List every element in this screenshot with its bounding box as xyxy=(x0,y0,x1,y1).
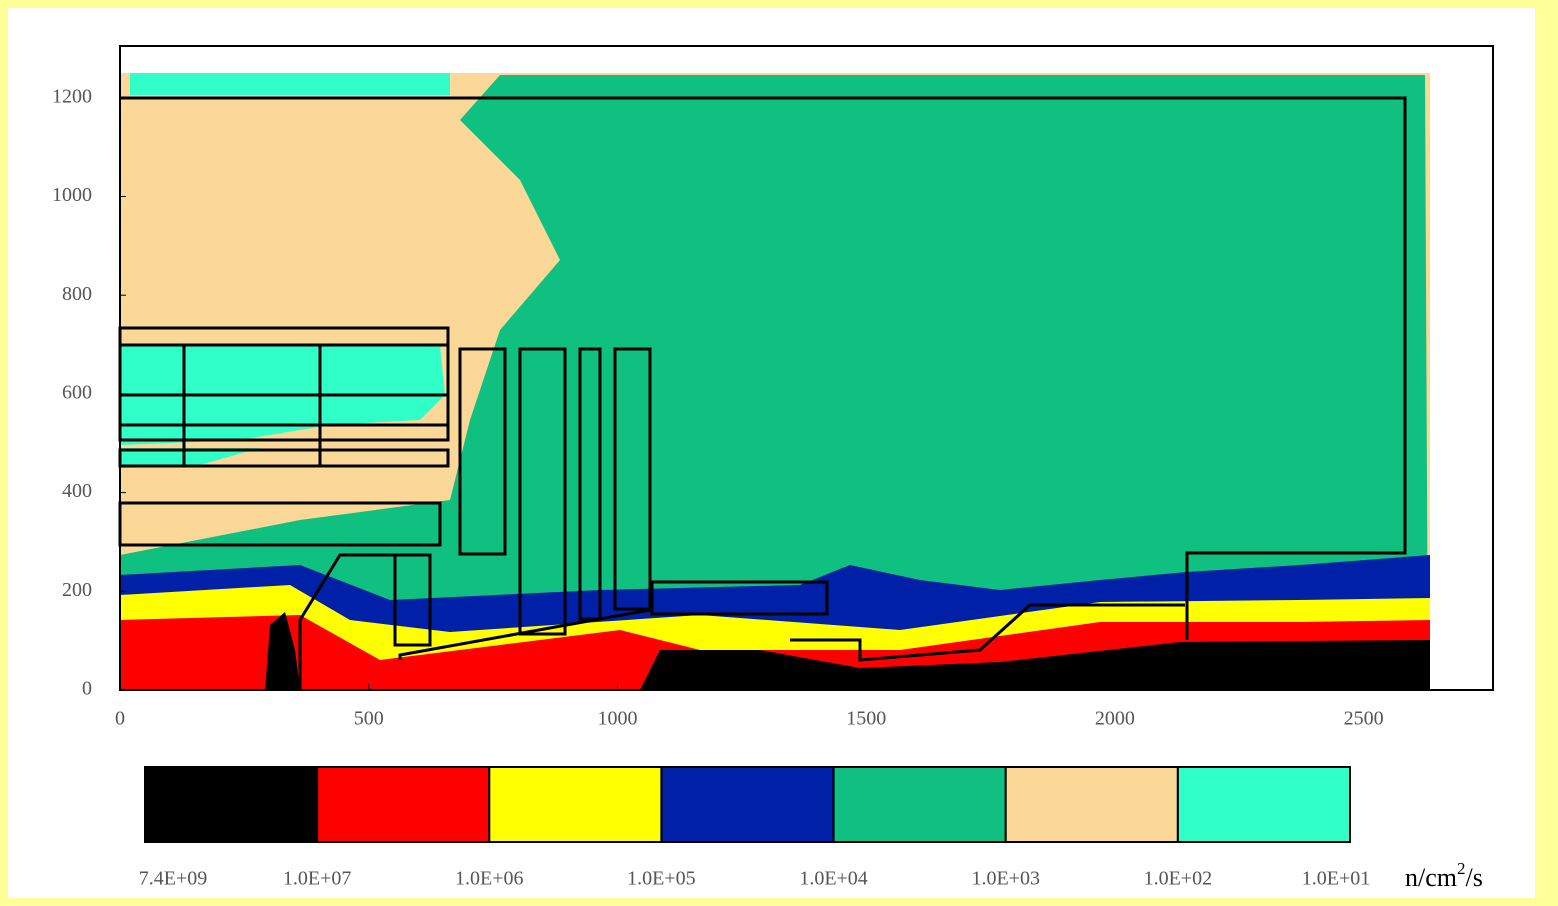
y-tick-label: 1000 xyxy=(52,184,92,206)
unit-sup: 2 xyxy=(1457,859,1466,878)
colorbar-segment xyxy=(488,766,663,843)
colorbar-label: 1.0E+03 xyxy=(971,868,1040,890)
outline xyxy=(578,347,602,621)
colorbar-segment xyxy=(832,766,1007,843)
outline xyxy=(398,608,651,660)
x-tick-label: 1500 xyxy=(846,708,886,730)
region xyxy=(120,75,1428,690)
colorbar-label: 1.0E+04 xyxy=(799,868,868,890)
x-tick-label: 2000 xyxy=(1095,708,1135,730)
region xyxy=(130,73,450,95)
outline xyxy=(518,347,567,636)
colorbar-segment xyxy=(1004,766,1179,843)
unit-tail: /s xyxy=(1466,863,1483,892)
unit-label: n/cm2/s xyxy=(1405,859,1483,892)
outline xyxy=(120,96,1407,640)
x-tick-label: 1000 xyxy=(597,708,637,730)
y-tick-label: 400 xyxy=(62,480,92,502)
plot-frame xyxy=(119,45,1494,691)
y-tick-label: 1200 xyxy=(52,85,92,107)
outline xyxy=(613,347,652,611)
region xyxy=(120,448,260,468)
colorbar-label: 1.0E+01 xyxy=(1302,868,1371,890)
region xyxy=(265,612,300,690)
outline xyxy=(650,580,829,616)
x-tick-label: 500 xyxy=(354,708,384,730)
y-tick-label: 200 xyxy=(62,579,92,601)
colorbar-label: 1.0E+06 xyxy=(455,868,524,890)
y-tick-label: 0 xyxy=(82,678,92,700)
colorbar-label: 1.0E+07 xyxy=(283,868,352,890)
colorbar-segment xyxy=(144,766,319,843)
unit-base: n/cm xyxy=(1405,863,1457,892)
outline xyxy=(458,347,507,556)
colorbar-label: 7.4E+09 xyxy=(139,868,208,890)
colorbar-label: 1.0E+02 xyxy=(1144,868,1213,890)
colorbar-segment xyxy=(1176,766,1352,843)
colorbar-label: 1.0E+05 xyxy=(627,868,696,890)
colorbar-segment xyxy=(660,766,835,843)
outline xyxy=(298,553,400,690)
colorbar: 7.4E+09 1.0E+07 1.0E+06 1.0E+05 1.0E+04 1.0E+… xyxy=(139,766,1371,890)
outline xyxy=(790,603,1185,662)
x-tick-label: 2500 xyxy=(1344,708,1384,730)
x-tick-label: 0 xyxy=(115,708,125,730)
y-tick-label: 600 xyxy=(62,382,92,404)
y-tick-label: 800 xyxy=(62,283,92,305)
region xyxy=(640,640,1430,690)
outline xyxy=(393,553,432,647)
flux-map xyxy=(120,73,1430,690)
colorbar-segment xyxy=(316,766,491,843)
